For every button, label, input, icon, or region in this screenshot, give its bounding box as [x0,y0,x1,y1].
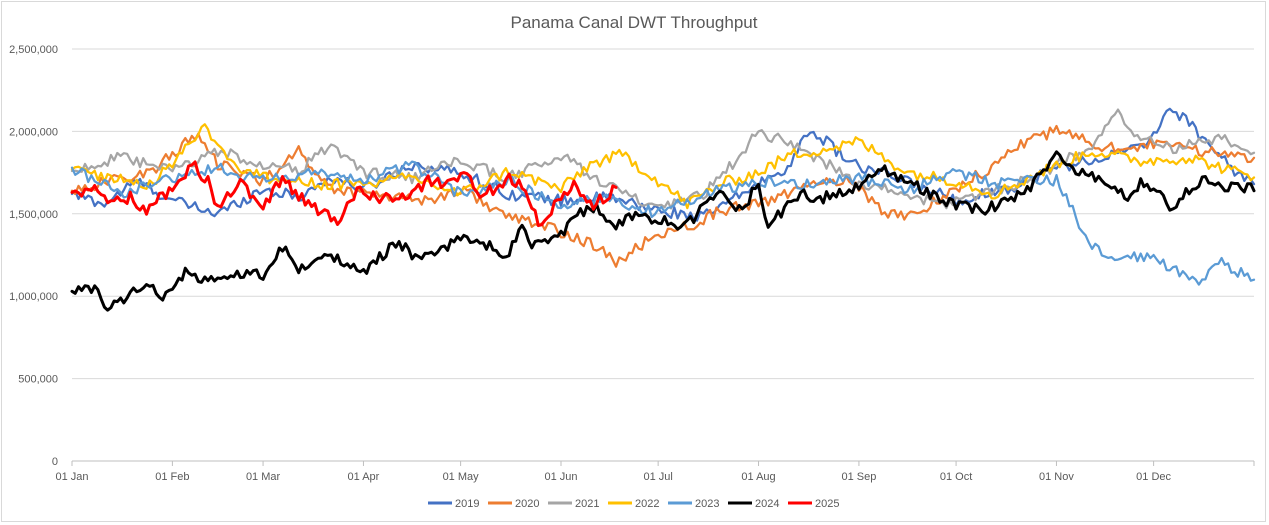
x-tick-label: 01 May [443,471,480,483]
series-line-2025 [70,160,618,228]
x-tick-label: 01 Jun [544,471,577,483]
x-tick-label: 01 Feb [155,471,189,483]
y-tick-label: 1,500,000 [9,209,58,221]
series-line-2019 [70,107,1256,222]
y-tick-label: 2,500,000 [9,44,58,56]
x-tick-label: 01 Oct [940,471,972,483]
y-tick-label: 0 [52,456,58,468]
y-tick-label: 2,000,000 [9,126,58,138]
x-tick-label: 01 Apr [348,471,380,483]
legend-label-2019: 2019 [455,498,479,510]
x-tick-label: 01 Aug [741,471,775,483]
x-tick-label: 01 Nov [1039,471,1074,483]
legend-label-2022: 2022 [635,498,659,510]
y-tick-label: 1,000,000 [9,291,58,303]
x-axis: 01 Jan 01 Feb 01 Mar 01 Apr 01 May 01 Jun 01 J… [55,460,1255,483]
x-tick-label: 01 Dec [1136,471,1171,483]
y-tick-label: 500,000 [18,374,58,386]
x-tick-label: 01 Jan [55,471,88,483]
legend-label-2025: 2025 [815,498,839,510]
gridlines [72,48,1254,380]
series-line-2023 [70,160,1256,286]
legend: 2019 2020 2021 2022 2023 2024 2025 [428,498,839,510]
x-tick-label: 01 Mar [246,471,281,483]
legend-label-2024: 2024 [755,498,779,510]
x-tick-label: 01 Jul [643,471,672,483]
chart-title: Panama Canal DWT Throughput [511,13,758,32]
legend-label-2023: 2023 [695,498,719,510]
legend-label-2021: 2021 [575,498,599,510]
x-tick-label: 01 Sep [841,471,876,483]
series-line-2020 [70,124,1256,268]
legend-label-2020: 2020 [515,498,539,510]
series-lines [70,107,1256,312]
series-line-2024 [70,150,1256,312]
y-axis-labels: 0 500,000 1,000,000 1,500,000 2,000,000 2,500… [9,44,58,468]
